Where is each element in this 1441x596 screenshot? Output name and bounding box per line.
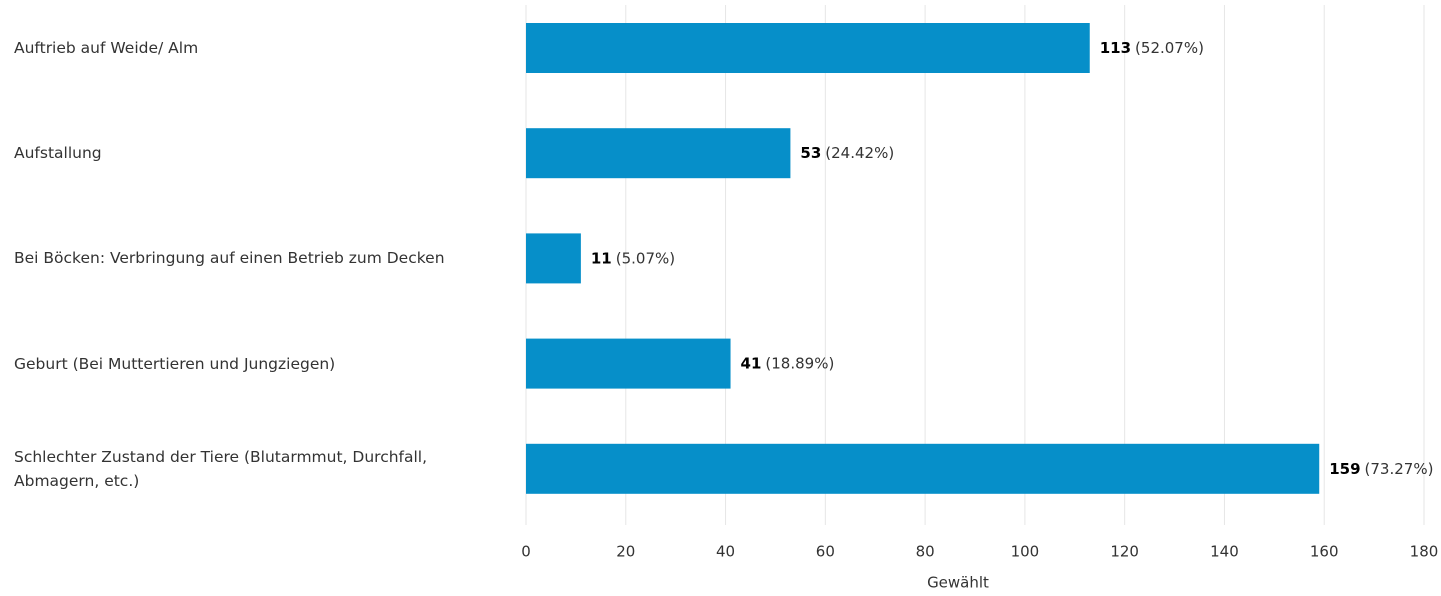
value-label: 41 — [741, 354, 762, 372]
x-tick-label: 80 — [916, 543, 935, 561]
bar — [526, 443, 1320, 494]
percentage-label: (5.07%) — [616, 249, 675, 267]
data-label: 113 (52.07%) — [1100, 39, 1204, 57]
value-label: 159 — [1329, 459, 1360, 477]
data-label: 11 (5.07%) — [591, 249, 675, 267]
x-tick-label: 0 — [521, 543, 531, 561]
value-label: 53 — [800, 144, 821, 162]
value-label: 11 — [591, 249, 612, 267]
percentage-label: (73.27%) — [1365, 459, 1434, 477]
bar — [526, 233, 581, 284]
percentage-label: (24.42%) — [825, 144, 894, 162]
x-tick-label: 180 — [1410, 543, 1439, 561]
x-axis-title: Gewählt — [927, 574, 989, 592]
category-label: Auftrieb auf Weide/ Alm — [14, 39, 199, 57]
x-tick-label: 40 — [716, 543, 735, 561]
category-label: Geburt (Bei Muttertieren und Jungziegen) — [14, 354, 336, 373]
data-label: 53 (24.42%) — [800, 144, 894, 162]
x-tick-label: 160 — [1310, 543, 1339, 561]
data-label: 41 (18.89%) — [741, 354, 835, 372]
value-label: 113 — [1100, 39, 1131, 57]
category-label: Schlechter Zustand der Tiere (Blutarmmut… — [14, 447, 428, 490]
x-tick-label: 60 — [816, 543, 835, 561]
bar — [526, 128, 791, 179]
bar — [526, 23, 1090, 73]
percentage-label: (52.07%) — [1135, 39, 1204, 57]
percentage-label: (18.89%) — [765, 354, 834, 372]
data-label: 159 (73.27%) — [1329, 459, 1433, 477]
x-tick-label: 120 — [1110, 543, 1139, 561]
category-label: Bei Böcken: Verbringung auf einen Betrie… — [14, 249, 445, 268]
category-label: Aufstallung — [14, 144, 102, 163]
x-tick-label: 100 — [1011, 543, 1040, 561]
x-tick-label: 20 — [616, 543, 635, 561]
bar — [526, 338, 731, 389]
x-tick-label: 140 — [1210, 543, 1239, 561]
